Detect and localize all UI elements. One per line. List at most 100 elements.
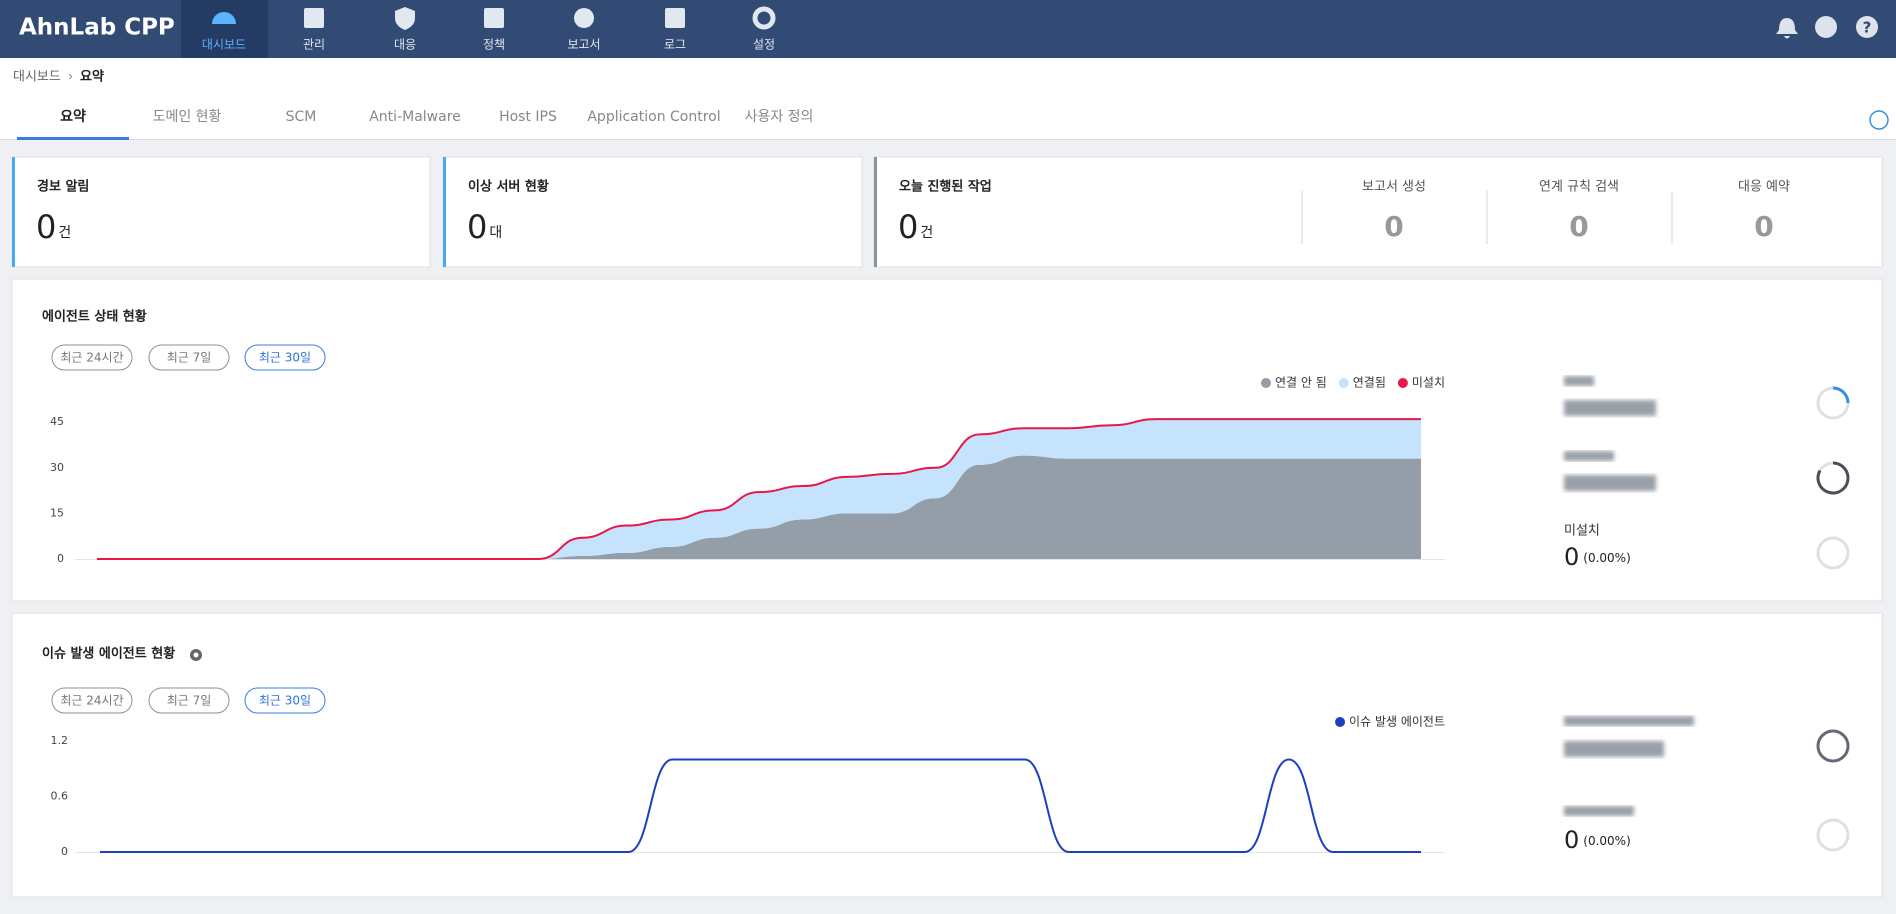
blurred-text bbox=[1564, 376, 1594, 386]
nav-item[interactable]: 로그 bbox=[664, 8, 686, 52]
nav-item[interactable]: 대시보드 bbox=[202, 12, 246, 52]
item-value: 0 bbox=[1754, 210, 1773, 243]
tab[interactable]: Host IPS bbox=[499, 109, 557, 125]
button-frame bbox=[244, 344, 326, 371]
nav-label: 대시보드 bbox=[202, 38, 246, 52]
series-area bbox=[97, 419, 1421, 559]
stat-number: 0 bbox=[1564, 826, 1579, 854]
period-button[interactable]: 최근 30일 bbox=[244, 344, 326, 371]
y-tick-label: 1.2 bbox=[51, 734, 69, 747]
tab[interactable]: 요약 bbox=[60, 108, 86, 125]
breadcrumb-item[interactable]: 대시보드 bbox=[13, 70, 61, 85]
series-line bbox=[96, 418, 1421, 560]
nav-item[interactable]: 정책 bbox=[483, 8, 505, 52]
blurred-text bbox=[1564, 716, 1694, 726]
nav-icon bbox=[212, 12, 236, 24]
period-button[interactable]: 최근 30일 bbox=[244, 687, 326, 714]
tab[interactable]: Application Control bbox=[587, 109, 720, 125]
period-button[interactable]: 최근 7일 bbox=[148, 344, 230, 371]
tabs: 요약 도메인 현황 SCM Anti-Malware Host IPS Applicati… bbox=[60, 108, 813, 125]
y-tick-label: 30 bbox=[50, 461, 64, 474]
tab[interactable]: 도메인 현황 bbox=[153, 109, 222, 125]
nav-label: 보고서 bbox=[567, 38, 600, 52]
legend-label: 미설치 bbox=[1412, 376, 1445, 390]
nav-label: 설정 bbox=[753, 38, 775, 52]
item-label: 보고서 생성 bbox=[1362, 180, 1426, 195]
ring-arc bbox=[1816, 461, 1850, 495]
card-title: 이상 서버 현황 bbox=[468, 179, 549, 195]
nav-item[interactable]: 보고서 bbox=[567, 8, 601, 52]
tab[interactable]: SCM bbox=[286, 109, 317, 125]
blurred-text bbox=[1564, 806, 1634, 816]
nav-item[interactable]: 설정 bbox=[752, 6, 776, 52]
button-frame bbox=[51, 344, 133, 371]
card-unit: 건 bbox=[58, 225, 71, 241]
brand: AhnLab CPP bbox=[19, 15, 175, 41]
legend-label: 이슈 발생 에이전트 bbox=[1349, 715, 1445, 729]
card-accent bbox=[12, 157, 15, 267]
ring-arc bbox=[1832, 386, 1850, 404]
active-tab-underline bbox=[17, 137, 129, 140]
item-value: 0 bbox=[1384, 210, 1403, 243]
card-unit: 건 bbox=[920, 225, 933, 241]
ring bbox=[1816, 536, 1850, 570]
button-frame bbox=[148, 687, 230, 714]
refresh-icon[interactable] bbox=[1869, 110, 1889, 130]
button-label: 최근 24시간 bbox=[60, 351, 123, 365]
y-tick-label: 45 bbox=[50, 415, 64, 428]
stat-percent: (0.00%) bbox=[1583, 834, 1630, 848]
nav-label: 관리 bbox=[303, 38, 325, 52]
nav-item[interactable]: 관리 bbox=[303, 8, 325, 52]
stat-label: 미설치 bbox=[1564, 524, 1600, 539]
stat-number: 0 bbox=[1564, 543, 1579, 571]
blurred-text bbox=[1564, 451, 1614, 461]
item-label: 연계 규칙 검색 bbox=[1539, 180, 1619, 195]
card-number: 0 bbox=[36, 208, 56, 246]
nav-icon bbox=[304, 8, 324, 28]
period-button[interactable]: 최근 24시간 bbox=[51, 344, 133, 371]
legend-swatch bbox=[1260, 378, 1271, 388]
blurred-text bbox=[1564, 400, 1656, 416]
user-icon[interactable] bbox=[1815, 16, 1837, 38]
blurred-text bbox=[1564, 475, 1656, 491]
card-number: 0 bbox=[467, 208, 487, 246]
ring bbox=[1816, 729, 1850, 763]
nav-icon bbox=[395, 7, 415, 30]
panel-title: 이슈 발생 에이전트 현황 bbox=[42, 646, 175, 662]
header-icons: ? bbox=[1776, 16, 1878, 39]
card-accent bbox=[874, 157, 877, 267]
legend-swatch bbox=[1338, 378, 1349, 388]
button-label: 최근 24시간 bbox=[60, 694, 123, 708]
stat-value: 0 (0.00%) bbox=[1564, 543, 1631, 571]
period-button[interactable]: 최근 24시간 bbox=[51, 687, 133, 714]
item-value: 0 bbox=[1569, 210, 1588, 243]
card-accent bbox=[443, 157, 446, 267]
y-tick-label: 0.6 bbox=[51, 790, 69, 803]
tab[interactable]: Anti-Malware bbox=[369, 109, 461, 125]
card-title: 경보 알림 bbox=[37, 179, 89, 195]
nav-item[interactable]: 대응 bbox=[394, 7, 416, 52]
nav-icon bbox=[665, 8, 685, 28]
summary-card bbox=[11, 156, 431, 268]
nav-label: 정책 bbox=[483, 37, 505, 52]
card-number: 0 bbox=[898, 208, 918, 246]
tab[interactable]: 사용자 정의 bbox=[745, 109, 814, 125]
summary-card bbox=[873, 156, 1883, 268]
period-button[interactable]: 최근 7일 bbox=[148, 687, 230, 714]
nav-icon bbox=[574, 8, 594, 28]
y-tick-label: 0 bbox=[61, 845, 68, 858]
help-icon[interactable] bbox=[1856, 16, 1878, 38]
button-label: 최근 7일 bbox=[167, 694, 212, 708]
button-frame bbox=[51, 687, 133, 714]
legend-label: 연결 안 됨 bbox=[1275, 376, 1327, 390]
stat-value: 0 (0.00%) bbox=[1564, 826, 1631, 854]
bell-icon[interactable] bbox=[1776, 18, 1798, 39]
item-label: 대응 예약 bbox=[1738, 180, 1790, 195]
panel-title: 에이전트 상태 현황 bbox=[42, 309, 147, 325]
nav-label: 로그 bbox=[664, 38, 686, 52]
legend-swatch bbox=[1335, 717, 1346, 727]
